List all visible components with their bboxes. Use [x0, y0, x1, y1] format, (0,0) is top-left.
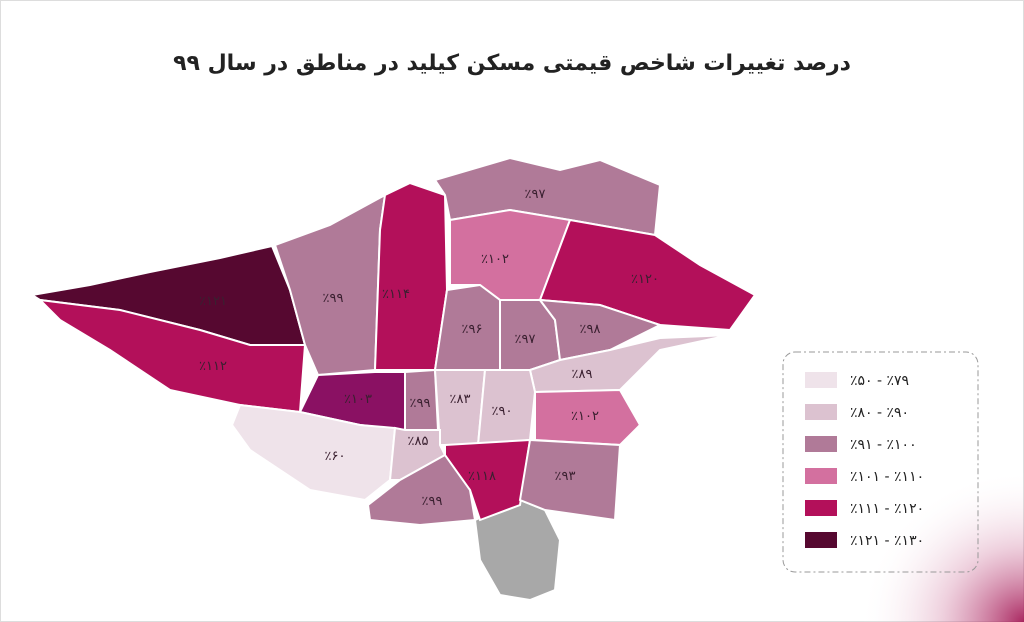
district — [388, 426, 447, 481]
corner-glow — [860, 470, 1024, 622]
district-label: ٪۱۱۴ — [382, 287, 410, 302]
legend-swatch — [805, 532, 837, 548]
legend-box — [782, 351, 979, 573]
legend-swatch — [805, 436, 837, 452]
district — [433, 369, 487, 446]
district-label: ٪۱۰۲ — [571, 409, 599, 424]
legend-swatch — [805, 500, 837, 516]
district-label: ٪۹۷ — [525, 187, 546, 202]
district-label: ٪۹۸ — [580, 322, 601, 337]
district-label: ٪۱۰۳ — [344, 392, 372, 407]
legend-label: ٪۱۲۱ - ٪۱۳۰ — [850, 533, 924, 549]
map: ٪۱۲۱ ٪۱۱۲ ٪۹۹ ٪۱۱۴ ٪۹۷ ٪۱۰۲ ٪۱۲۰ ٪۹۶ ٪۹۷ ٪۹۸ ٪۸۹ ٪۱… — [29, 156, 757, 527]
district-label: ٪۹۰ — [492, 404, 513, 419]
district-label: ٪۱۲۱ — [199, 294, 227, 309]
district — [476, 369, 537, 447]
district-label: ٪۹۶ — [462, 322, 483, 337]
legend-swatch — [805, 372, 837, 388]
legend-label: ٪۹۱ - ٪۱۰۰ — [850, 437, 917, 453]
district-label: ٪۸۵ — [408, 434, 429, 449]
legend-swatch — [805, 404, 837, 420]
district-label: ٪۹۷ — [515, 332, 536, 347]
district-label: ٪۹۳ — [555, 469, 576, 484]
district — [373, 181, 449, 371]
legend-label: ٪۸۰ - ٪۹۰ — [850, 405, 909, 421]
district-label: ٪۹۹ — [323, 291, 344, 306]
district-label: ٪۱۱۲ — [199, 359, 227, 374]
district — [366, 453, 477, 527]
district-label: ٪۱۲۰ — [631, 272, 659, 287]
district-label: ٪۹۹ — [422, 494, 443, 509]
district-label: ٪۶۰ — [325, 449, 346, 464]
district — [534, 388, 642, 447]
district-label: ٪۱۰۲ — [481, 252, 509, 267]
district-label: ٪۸۹ — [572, 367, 593, 382]
district-label: ٪۸۳ — [450, 392, 471, 407]
district — [230, 403, 397, 502]
legend: ٪۵۰ - ٪۷۹ ٪۸۰ - ٪۹۰ ٪۹۱ - ٪۱۰۰ ٪۱۰۱ - ٪۱۱۰ ٪… — [805, 372, 924, 549]
district-label: ٪۱۱۸ — [468, 469, 496, 484]
legend-label: ٪۵۰ - ٪۷۹ — [850, 373, 909, 389]
title: درصد تغییرات شاخص قیمتی مسکن کیلید در من… — [173, 51, 851, 76]
district — [518, 438, 622, 522]
legend-label: ٪۱۰۱ - ٪۱۱۰ — [850, 469, 924, 485]
legend-swatch — [805, 468, 837, 484]
legend-label: ٪۱۱۱ - ٪۱۲۰ — [850, 501, 924, 517]
district-label: ٪۹۹ — [410, 396, 431, 411]
